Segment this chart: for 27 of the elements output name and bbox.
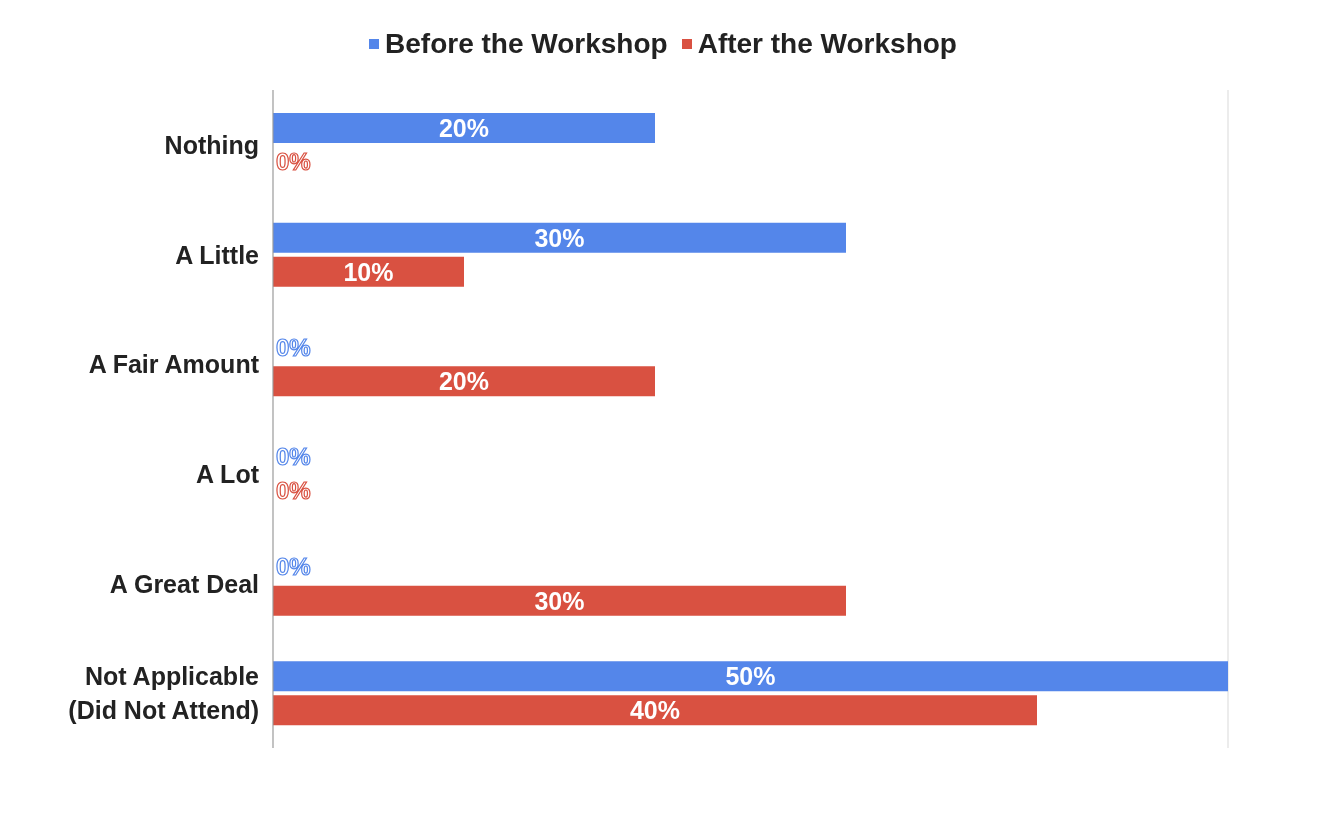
bar (273, 113, 655, 143)
data-label: 30% (534, 586, 585, 615)
data-label: 0% (276, 553, 311, 580)
data-label: 0% (276, 333, 311, 361)
data-label: 30% (534, 223, 585, 252)
data-label: 20% (438, 114, 490, 142)
y-tick-label: A Little (175, 240, 260, 269)
y-tick-label: Not Applicable (Did Not Attend) (68, 662, 260, 725)
bar (273, 366, 655, 397)
data-label: 20% (438, 367, 490, 396)
y-tick-label: A Fair Amount (88, 350, 260, 379)
y-tick-label: A Lot (196, 459, 260, 488)
bar (273, 661, 1228, 692)
data-label: 10% (343, 257, 394, 286)
data-label: 50% (725, 662, 776, 691)
bar (273, 695, 1037, 726)
data-label: 0% (276, 443, 311, 471)
y-tick-label: Nothing (164, 130, 259, 159)
data-label: 0% (276, 148, 311, 176)
data-label: 0% (276, 477, 311, 505)
legend-label: Before the Workshop (384, 28, 668, 60)
bar (273, 256, 464, 287)
bar (273, 222, 846, 253)
bar (273, 585, 846, 616)
legend-label: After the Workshop (696, 28, 957, 60)
y-tick-label: A Great Deal (109, 569, 259, 598)
data-label: 40% (629, 696, 681, 725)
